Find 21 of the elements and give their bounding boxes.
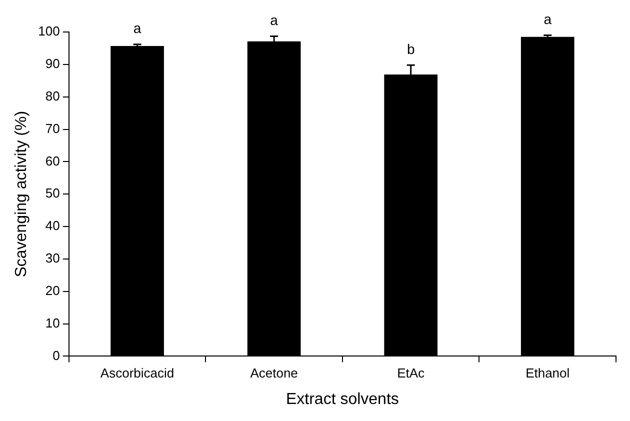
y-axis-title: Scavenging activity (%) [13,110,30,278]
y-tick-label: 80 [45,88,60,104]
annotation: a [270,12,278,28]
annotation: a [133,20,142,36]
x-tick-label: Ethanol [526,366,570,381]
y-tick-label: 100 [38,24,60,39]
x-tick-label: Acetone [250,366,298,381]
y-tick-label: 0 [52,348,60,363]
y-tick-label: 90 [45,56,60,71]
y-tick-label: 70 [45,120,60,136]
annotation: b [406,40,415,57]
y-tick-label: 20 [45,282,60,298]
x-axis-title: Extract solvents [286,390,399,408]
y-tick-label: 10 [45,315,60,330]
y-tick-label: 30 [45,250,60,266]
y-tick-label: 40 [45,218,60,234]
y-tick-label: 60 [45,153,60,168]
x-tick-label: Ascorbicacid [100,366,174,381]
x-tick-label: EtAc [397,366,426,381]
annotation: a [544,11,552,28]
y-tick-label: 50 [45,186,60,201]
